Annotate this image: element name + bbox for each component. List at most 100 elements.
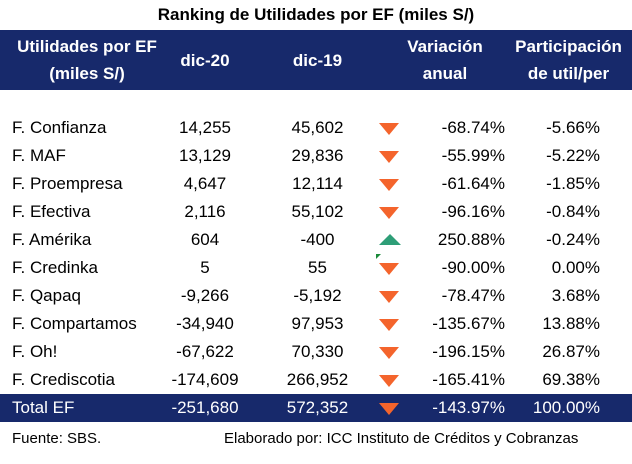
down-arrow-icon xyxy=(379,207,399,219)
row-name: F. Qapaq xyxy=(12,286,81,305)
table-row: F. Credinka 5 55 -90.00% 0.00% xyxy=(0,254,632,282)
row-dic20: 5 xyxy=(200,258,210,277)
row-dic20: 604 xyxy=(190,230,220,249)
header-dic19: dic-19 xyxy=(265,30,370,90)
row-dic20: -67,622 xyxy=(176,342,234,361)
header-participation-line1: Participación xyxy=(515,37,622,56)
row-dic20: -174,609 xyxy=(171,370,239,389)
cell-comment-marker xyxy=(376,254,381,259)
row-name: F. Efectiva xyxy=(12,202,91,221)
header-entity: Utilidades por EF (miles S/) xyxy=(12,30,162,90)
row-variation: -96.16% xyxy=(441,202,505,221)
row-dic19: 97,953 xyxy=(291,314,344,333)
row-dic20: 4,647 xyxy=(183,174,227,193)
row-trend xyxy=(376,114,402,142)
row-dic19: 29,836 xyxy=(291,146,344,165)
row-name: F. Proempresa xyxy=(12,174,123,193)
row-participation: 0.00% xyxy=(551,258,600,277)
row-participation: 69.38% xyxy=(542,370,600,389)
row-name: F. Compartamos xyxy=(12,314,137,333)
footer-source: Fuente: SBS. xyxy=(12,430,102,447)
row-trend xyxy=(376,198,402,226)
row-variation: 250.88% xyxy=(437,230,505,249)
header-dic20: dic-20 xyxy=(160,30,250,90)
down-arrow-icon xyxy=(379,319,399,331)
row-participation: -5.22% xyxy=(546,146,600,165)
row-trend xyxy=(376,226,402,254)
row-dic20: 13,129 xyxy=(179,146,231,165)
row-name: F. Crediscotia xyxy=(12,370,115,389)
row-dic20: -9,266 xyxy=(180,286,230,305)
row-participation: 13.88% xyxy=(542,314,600,333)
row-dic20: -34,940 xyxy=(176,314,234,333)
down-arrow-icon xyxy=(379,179,399,191)
row-trend xyxy=(376,338,402,366)
table-row: F. Compartamos -34,940 97,953 -135.67% 13.88… xyxy=(0,310,632,338)
down-arrow-icon xyxy=(379,347,399,359)
header-participation: Participación de util/per xyxy=(506,30,631,90)
row-participation: -0.24% xyxy=(546,230,600,249)
total-dic20: -251,680 xyxy=(171,398,239,417)
row-dic19: 12,114 xyxy=(292,174,343,193)
down-arrow-icon xyxy=(379,291,399,303)
row-participation: -1.85% xyxy=(546,174,600,193)
table-row: F. Confianza 14,255 45,602 -68.74% -5.66% xyxy=(0,114,632,142)
table-row: F. Oh! -67,622 70,330 -196.15% 26.87% xyxy=(0,338,632,366)
row-dic20: 14,255 xyxy=(179,118,231,137)
total-variation: -143.97% xyxy=(432,398,505,417)
row-participation: -0.84% xyxy=(546,202,600,221)
header-participation-line2: de util/per xyxy=(527,64,610,83)
row-trend xyxy=(376,254,402,282)
header-variation: Variación anual xyxy=(385,30,505,90)
header-variation-line1: Variación xyxy=(407,37,483,56)
total-name: Total EF xyxy=(12,398,75,417)
down-arrow-icon xyxy=(379,263,399,275)
row-trend xyxy=(376,366,402,394)
row-dic19: 55,102 xyxy=(291,202,344,221)
row-name: F. Oh! xyxy=(12,342,58,361)
table-row: F. Amérika 604 -400 250.88% -0.24% xyxy=(0,226,632,254)
header-entity-line2: (miles S/) xyxy=(49,64,125,83)
row-dic19: 45,602 xyxy=(291,118,344,137)
row-variation: -165.41% xyxy=(432,370,505,389)
row-dic19: 266,952 xyxy=(286,370,349,389)
table-row: F. Crediscotia -174,609 266,952 -165.41% 69.… xyxy=(0,366,632,394)
row-variation: -196.15% xyxy=(432,342,505,361)
table-row: F. Qapaq -9,266 -5,192 -78.47% 3.68% xyxy=(0,282,632,310)
row-variation: -61.64% xyxy=(441,174,505,193)
row-variation: -78.47% xyxy=(441,286,505,305)
row-variation: -135.67% xyxy=(432,314,505,333)
table-row: F. Efectiva 2,116 55,102 -96.16% -0.84% xyxy=(0,198,632,226)
row-name: F. Confianza xyxy=(12,118,107,137)
row-dic19: -5,192 xyxy=(293,286,342,305)
row-trend xyxy=(376,282,402,310)
table-row: F. MAF 13,129 29,836 -55.99% -5.22% xyxy=(0,142,632,170)
up-arrow-icon xyxy=(379,234,401,245)
row-dic20: 2,116 xyxy=(184,202,226,221)
footer-credit: Elaborado por: ICC Instituto de Créditos… xyxy=(224,430,579,447)
row-trend xyxy=(376,142,402,170)
row-participation: 3.68% xyxy=(551,286,600,305)
total-participation: 100.00% xyxy=(532,398,600,417)
header-dic19-label: dic-19 xyxy=(292,50,343,70)
total-trend xyxy=(376,394,402,422)
down-arrow-icon xyxy=(379,151,399,163)
row-dic19: -400 xyxy=(300,230,335,249)
row-participation: 26.87% xyxy=(542,342,600,361)
total-row: Total EF -251,680 572,352 -143.97% 100.0… xyxy=(0,394,632,422)
row-variation: -90.00% xyxy=(441,258,505,277)
row-dic19: 55 xyxy=(308,258,327,277)
header-variation-line2: anual xyxy=(422,64,468,83)
row-name: F. Credinka xyxy=(12,258,98,277)
down-arrow-icon xyxy=(379,123,399,135)
table-header: Utilidades por EF (miles S/) dic-20 dic-… xyxy=(0,30,632,90)
down-arrow-icon xyxy=(379,403,399,415)
row-variation: -55.99% xyxy=(441,146,505,165)
row-name: F. MAF xyxy=(12,146,66,165)
row-trend xyxy=(376,170,402,198)
total-dic19: 572,352 xyxy=(286,398,349,417)
row-variation: -68.74% xyxy=(441,118,505,137)
row-dic19: 70,330 xyxy=(291,342,344,361)
table-title: Ranking de Utilidades por EF (miles S/) xyxy=(157,5,475,24)
